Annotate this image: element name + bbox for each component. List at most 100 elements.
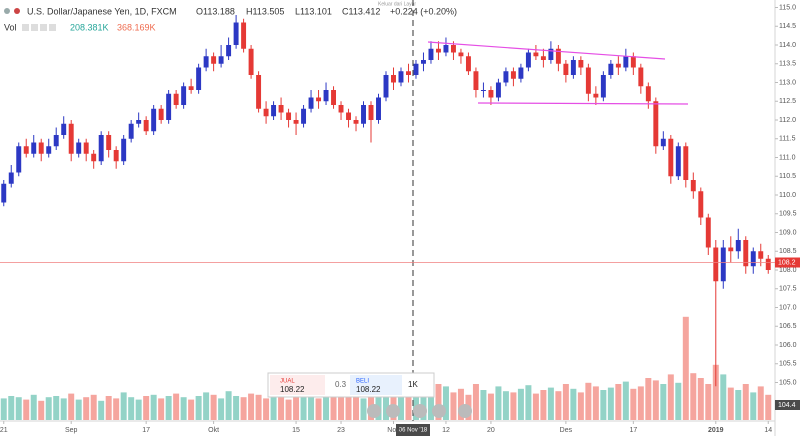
candle-body: [16, 146, 22, 173]
volume-bar: [577, 392, 584, 420]
volume-bar: [667, 374, 674, 420]
volume-bar: [645, 378, 652, 420]
candle-body: [563, 63, 569, 75]
symbol-title: U.S. Dollar/Japanese Yen, 1D, FXCM: [27, 6, 177, 16]
volume-bar: [622, 381, 629, 420]
candle-body: [68, 123, 74, 154]
volume-bar: [630, 388, 637, 420]
volume-bar: [457, 388, 464, 420]
volume-value: 368.169K: [117, 22, 156, 32]
volume-bar: [600, 390, 607, 420]
candle-body: [413, 63, 419, 75]
candle-body: [143, 120, 149, 132]
buy-price: 108.22: [356, 385, 381, 394]
trend-line[interactable]: [427, 41, 666, 60]
candle-body: [1, 183, 7, 203]
volume-bar: [555, 391, 562, 420]
candle-body: [46, 146, 52, 154]
zoom-in[interactable]: [386, 404, 400, 418]
candle-body: [188, 86, 194, 90]
candle-body: [750, 251, 756, 267]
icon[interactable]: [14, 8, 20, 14]
volume-bar: [540, 390, 547, 420]
volume-bar: [120, 392, 127, 420]
y-tick-label: 109.5: [779, 211, 797, 218]
x-tick-label: 23: [337, 427, 345, 434]
volume-bar: [615, 384, 622, 420]
candle-body: [713, 247, 719, 282]
candle-body: [151, 108, 157, 132]
volume-label: Vol: [4, 22, 17, 32]
icon[interactable]: [49, 24, 56, 31]
volume-bar: [300, 396, 307, 420]
volume-bar: [263, 398, 270, 420]
candle-body: [480, 90, 486, 91]
candle-body: [173, 93, 179, 105]
candle-body: [181, 86, 187, 105]
crosshair-date-box: [396, 424, 430, 436]
volume-bar: [195, 396, 202, 420]
candle-body: [391, 75, 396, 83]
candle-body: [61, 123, 67, 135]
y-tick-label: 106.5: [779, 323, 797, 330]
plot: [0, 15, 772, 420]
candle-body: [353, 120, 359, 124]
volume-bar: [525, 385, 532, 420]
volume-bar: [450, 392, 457, 420]
volume-bar: [143, 396, 150, 420]
candle-body: [675, 146, 681, 177]
candle-body: [495, 82, 501, 98]
buy-button[interactable]: [350, 375, 402, 395]
volume-bar: [495, 386, 502, 420]
y-tick-label: 106.0: [779, 342, 797, 349]
volume-bar: [188, 399, 195, 420]
icon[interactable]: [31, 24, 38, 31]
volume-bar: [173, 393, 180, 420]
reset[interactable]: [458, 404, 472, 418]
candle-body: [256, 75, 262, 109]
icon[interactable]: [22, 24, 29, 31]
volume-bar: [330, 394, 337, 420]
candle-body: [211, 56, 217, 64]
scroll-right[interactable]: [432, 404, 446, 418]
last-price-label: 108.2: [778, 259, 796, 266]
candle-body: [533, 52, 539, 57]
candle-body: [338, 105, 344, 113]
candle-body: [593, 93, 599, 98]
zoom-out[interactable]: [367, 404, 381, 418]
volume-bar: [532, 393, 539, 420]
volume-bar: [502, 391, 509, 420]
scroll-left[interactable]: [413, 404, 427, 418]
volume-bar: [607, 387, 614, 420]
candle-body: [76, 142, 82, 154]
volume-bar: [15, 397, 22, 420]
volume-bar: [113, 398, 120, 420]
y-tick-label: 113.5: [779, 61, 796, 68]
candle-body: [435, 48, 441, 53]
volume-bar: [90, 394, 97, 420]
volume-bar: [705, 384, 712, 420]
volume-bar: [510, 392, 517, 420]
candle-body: [8, 172, 14, 184]
candle-body: [698, 191, 704, 218]
icon[interactable]: [40, 24, 47, 31]
volume-bar: [240, 397, 247, 420]
quantity: 1K: [408, 380, 418, 389]
icon[interactable]: [4, 8, 10, 14]
exit-screen[interactable]: Keluar dari Layar: [378, 1, 416, 7]
candle-body: [421, 60, 426, 64]
volume-bar: [712, 364, 719, 420]
volume-bar: [765, 394, 772, 420]
candle-body: [548, 48, 554, 60]
candle-body: [623, 56, 629, 68]
sell-button[interactable]: [270, 375, 325, 395]
price-axis: [775, 0, 800, 436]
volume-bar: [315, 398, 322, 420]
candle-body: [638, 67, 644, 87]
candle-body: [331, 90, 337, 105]
volume-bar: [757, 386, 764, 420]
y-tick-label: 105.5: [779, 361, 797, 368]
trend-line[interactable]: [477, 102, 689, 105]
candle-body: [158, 108, 164, 120]
volume-bar: [30, 394, 37, 420]
